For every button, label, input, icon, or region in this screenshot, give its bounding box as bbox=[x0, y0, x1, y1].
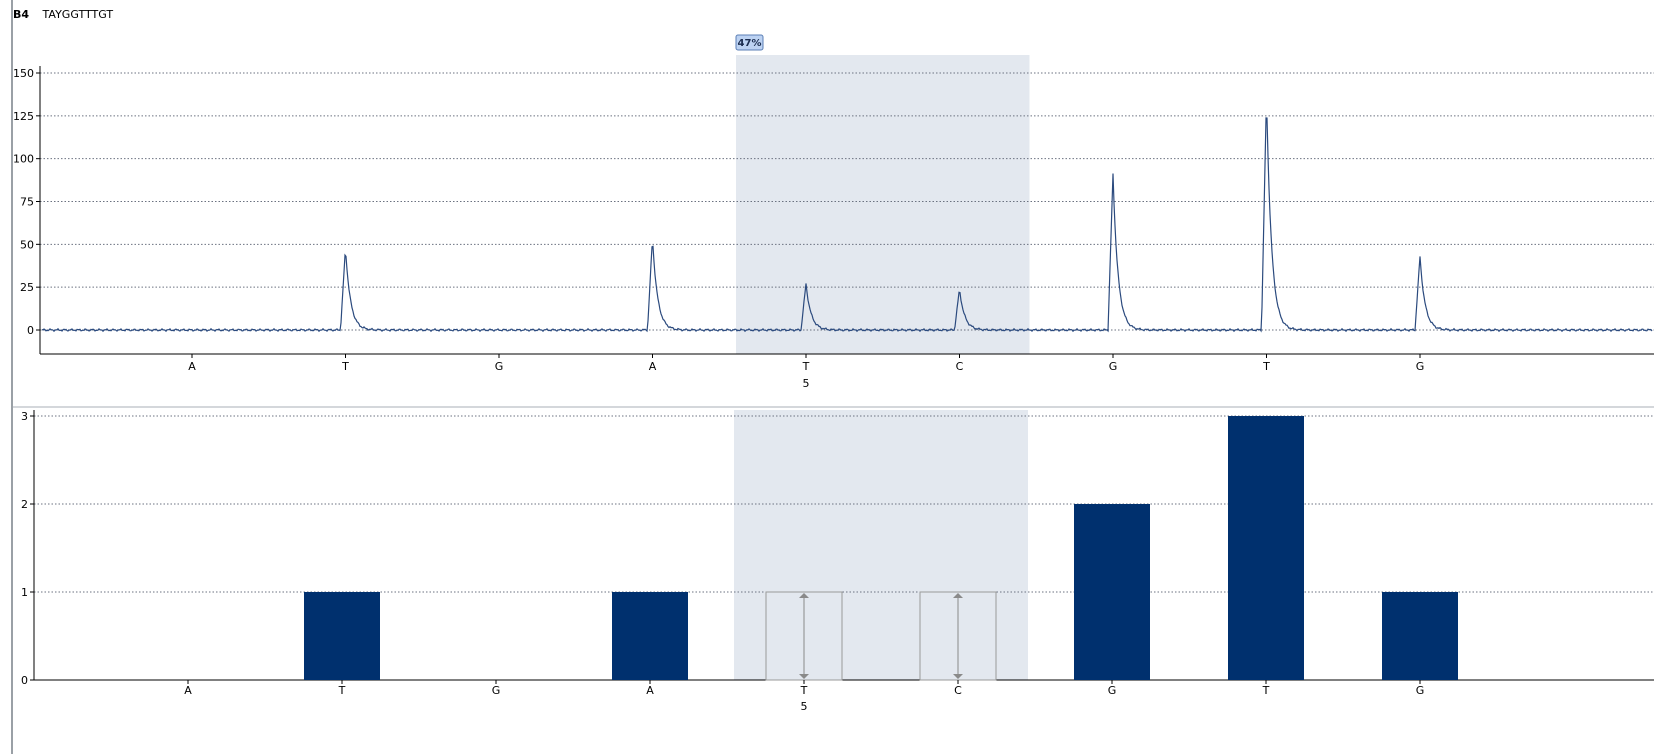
x-tick-label: A bbox=[184, 684, 192, 697]
x-tick-label: A bbox=[646, 684, 654, 697]
y-tick-label: 75 bbox=[20, 196, 34, 209]
well-id: B4 bbox=[13, 8, 30, 21]
x-tick-label: C bbox=[956, 360, 964, 373]
x-tick-label: T bbox=[1262, 360, 1270, 373]
x-tick-label: G bbox=[495, 360, 504, 373]
peak-point bbox=[1266, 95, 1267, 96]
y-tick-label: 25 bbox=[20, 281, 34, 294]
up-arrow-icon bbox=[799, 593, 809, 598]
down-arrow-icon bbox=[953, 674, 963, 679]
y-tick-label: 50 bbox=[20, 238, 34, 251]
x-tick-label: A bbox=[188, 360, 196, 373]
histogram-chart: 0 1 2 3 A T G A T C G T G 5 bbox=[21, 410, 1654, 713]
x-tick-label: T bbox=[800, 684, 808, 697]
x-tick-label: G bbox=[1416, 360, 1425, 373]
highlight-region bbox=[736, 55, 1030, 354]
down-arrow-icon bbox=[799, 674, 809, 679]
panel-separator bbox=[13, 406, 1654, 408]
x-tick-label: G bbox=[492, 684, 501, 697]
left-border bbox=[11, 0, 13, 754]
percentage-badge bbox=[735, 34, 764, 51]
pyrogram-trace bbox=[41, 117, 1653, 333]
y-tick-label: 0 bbox=[27, 324, 34, 337]
y-tick-label: 2 bbox=[21, 498, 28, 511]
peak-point bbox=[345, 247, 346, 248]
position-label: 5 bbox=[801, 700, 808, 713]
x-tick-label: G bbox=[1416, 684, 1425, 697]
x-tick-label: G bbox=[1109, 360, 1118, 373]
y-tick-label: 3 bbox=[21, 410, 28, 423]
x-tick-label: T bbox=[338, 684, 346, 697]
bar bbox=[304, 592, 380, 680]
bar bbox=[1382, 592, 1458, 680]
y-tick-label: 125 bbox=[13, 110, 34, 123]
pyrogram-chart: 0 25 50 75 100 125 150 A T G A T C G T G 5 47% bbox=[13, 34, 1654, 390]
x-tick-label: T bbox=[1262, 684, 1270, 697]
x-tick-label: G bbox=[1108, 684, 1117, 697]
percentage-badge-label: 47% bbox=[738, 38, 762, 49]
y-tick-label: 150 bbox=[13, 67, 34, 80]
highlight-region bbox=[734, 410, 1028, 680]
x-tick-label: T bbox=[802, 360, 810, 373]
position-label: 5 bbox=[803, 377, 810, 390]
y-tick-label: 0 bbox=[21, 674, 28, 687]
x-tick-label: T bbox=[341, 360, 349, 373]
bar bbox=[1074, 504, 1150, 680]
x-tick-label: C bbox=[954, 684, 962, 697]
bar bbox=[1228, 416, 1304, 680]
y-tick-label: 100 bbox=[13, 153, 34, 166]
sequence-to-analyze: TAYGGTTTGT bbox=[42, 8, 114, 21]
well-header: B4 TAYGGTTTGT bbox=[13, 8, 113, 24]
y-tick-label: 1 bbox=[21, 586, 28, 599]
up-arrow-icon bbox=[953, 593, 963, 598]
x-tick-label: A bbox=[649, 360, 657, 373]
peak-point bbox=[652, 237, 653, 238]
bar bbox=[612, 592, 688, 680]
